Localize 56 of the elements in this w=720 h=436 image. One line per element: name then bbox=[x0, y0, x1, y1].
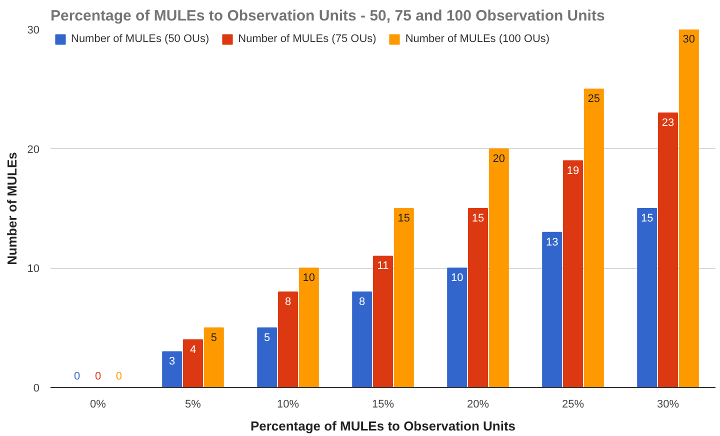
data-label: 19 bbox=[566, 164, 580, 177]
data-label: 15 bbox=[398, 212, 410, 224]
bar bbox=[373, 256, 393, 388]
data-label: 30 bbox=[682, 34, 696, 46]
y-tick-label: 20 bbox=[27, 144, 40, 156]
bar bbox=[637, 208, 658, 388]
data-label: 15 bbox=[640, 212, 654, 224]
bar bbox=[584, 88, 604, 388]
x-tick-label: 5% bbox=[185, 398, 202, 410]
bar bbox=[162, 351, 182, 388]
data-label: 15 bbox=[472, 212, 484, 224]
x-tick-label: 0% bbox=[90, 398, 106, 410]
data-label: 5 bbox=[210, 332, 217, 344]
x-tick-label: 20% bbox=[466, 398, 490, 410]
x-tick-label: 15% bbox=[372, 398, 394, 410]
data-label: 11 bbox=[377, 260, 389, 272]
bar bbox=[204, 327, 224, 388]
y-axis-title: Number of MULEs bbox=[4, 152, 20, 265]
data-label: 10 bbox=[302, 272, 316, 284]
bar bbox=[678, 30, 699, 388]
y-tick-label: 0 bbox=[33, 382, 40, 394]
bar bbox=[488, 148, 509, 388]
y-tick-label: 10 bbox=[27, 263, 40, 276]
data-label: 0 bbox=[116, 370, 122, 382]
bar bbox=[298, 268, 319, 388]
bar bbox=[447, 268, 468, 388]
data-label: 4 bbox=[190, 344, 196, 356]
data-label: 3 bbox=[169, 356, 176, 368]
data-label: 5 bbox=[264, 332, 270, 344]
bar bbox=[352, 292, 372, 388]
x-tick-label: 25% bbox=[562, 398, 584, 410]
data-label: 8 bbox=[284, 296, 292, 308]
bar bbox=[563, 160, 583, 388]
data-label: 23 bbox=[662, 117, 674, 130]
bar bbox=[468, 208, 488, 388]
chart-title: Percentage of MULEs to Observation Units - 50, 75 and 100 Observation Units bbox=[50, 8, 605, 24]
bar bbox=[542, 232, 562, 388]
data-label: 13 bbox=[546, 236, 558, 248]
data-label: 0 bbox=[74, 370, 80, 382]
y-tick-label: 30 bbox=[27, 24, 40, 36]
bar bbox=[257, 327, 278, 388]
data-label: 20 bbox=[492, 152, 506, 165]
data-label: 25 bbox=[588, 93, 600, 106]
data-label: 0 bbox=[94, 370, 102, 382]
legend-label: Number of MULEs (50 OUs) bbox=[71, 33, 210, 45]
bar bbox=[658, 112, 678, 388]
x-tick-label: 30% bbox=[656, 398, 680, 410]
x-tick-label: 10% bbox=[276, 398, 300, 410]
data-label: 10 bbox=[450, 272, 464, 284]
bar bbox=[394, 208, 414, 388]
legend-label: Number of MULEs (75 OUs) bbox=[238, 33, 376, 45]
data-label: 8 bbox=[359, 296, 366, 308]
x-axis-title: Percentage of MULEs to Observation Units bbox=[250, 418, 516, 434]
legend-label: Number of MULEs (100 OUs) bbox=[405, 33, 550, 45]
bar bbox=[278, 292, 298, 388]
bar bbox=[183, 339, 203, 388]
